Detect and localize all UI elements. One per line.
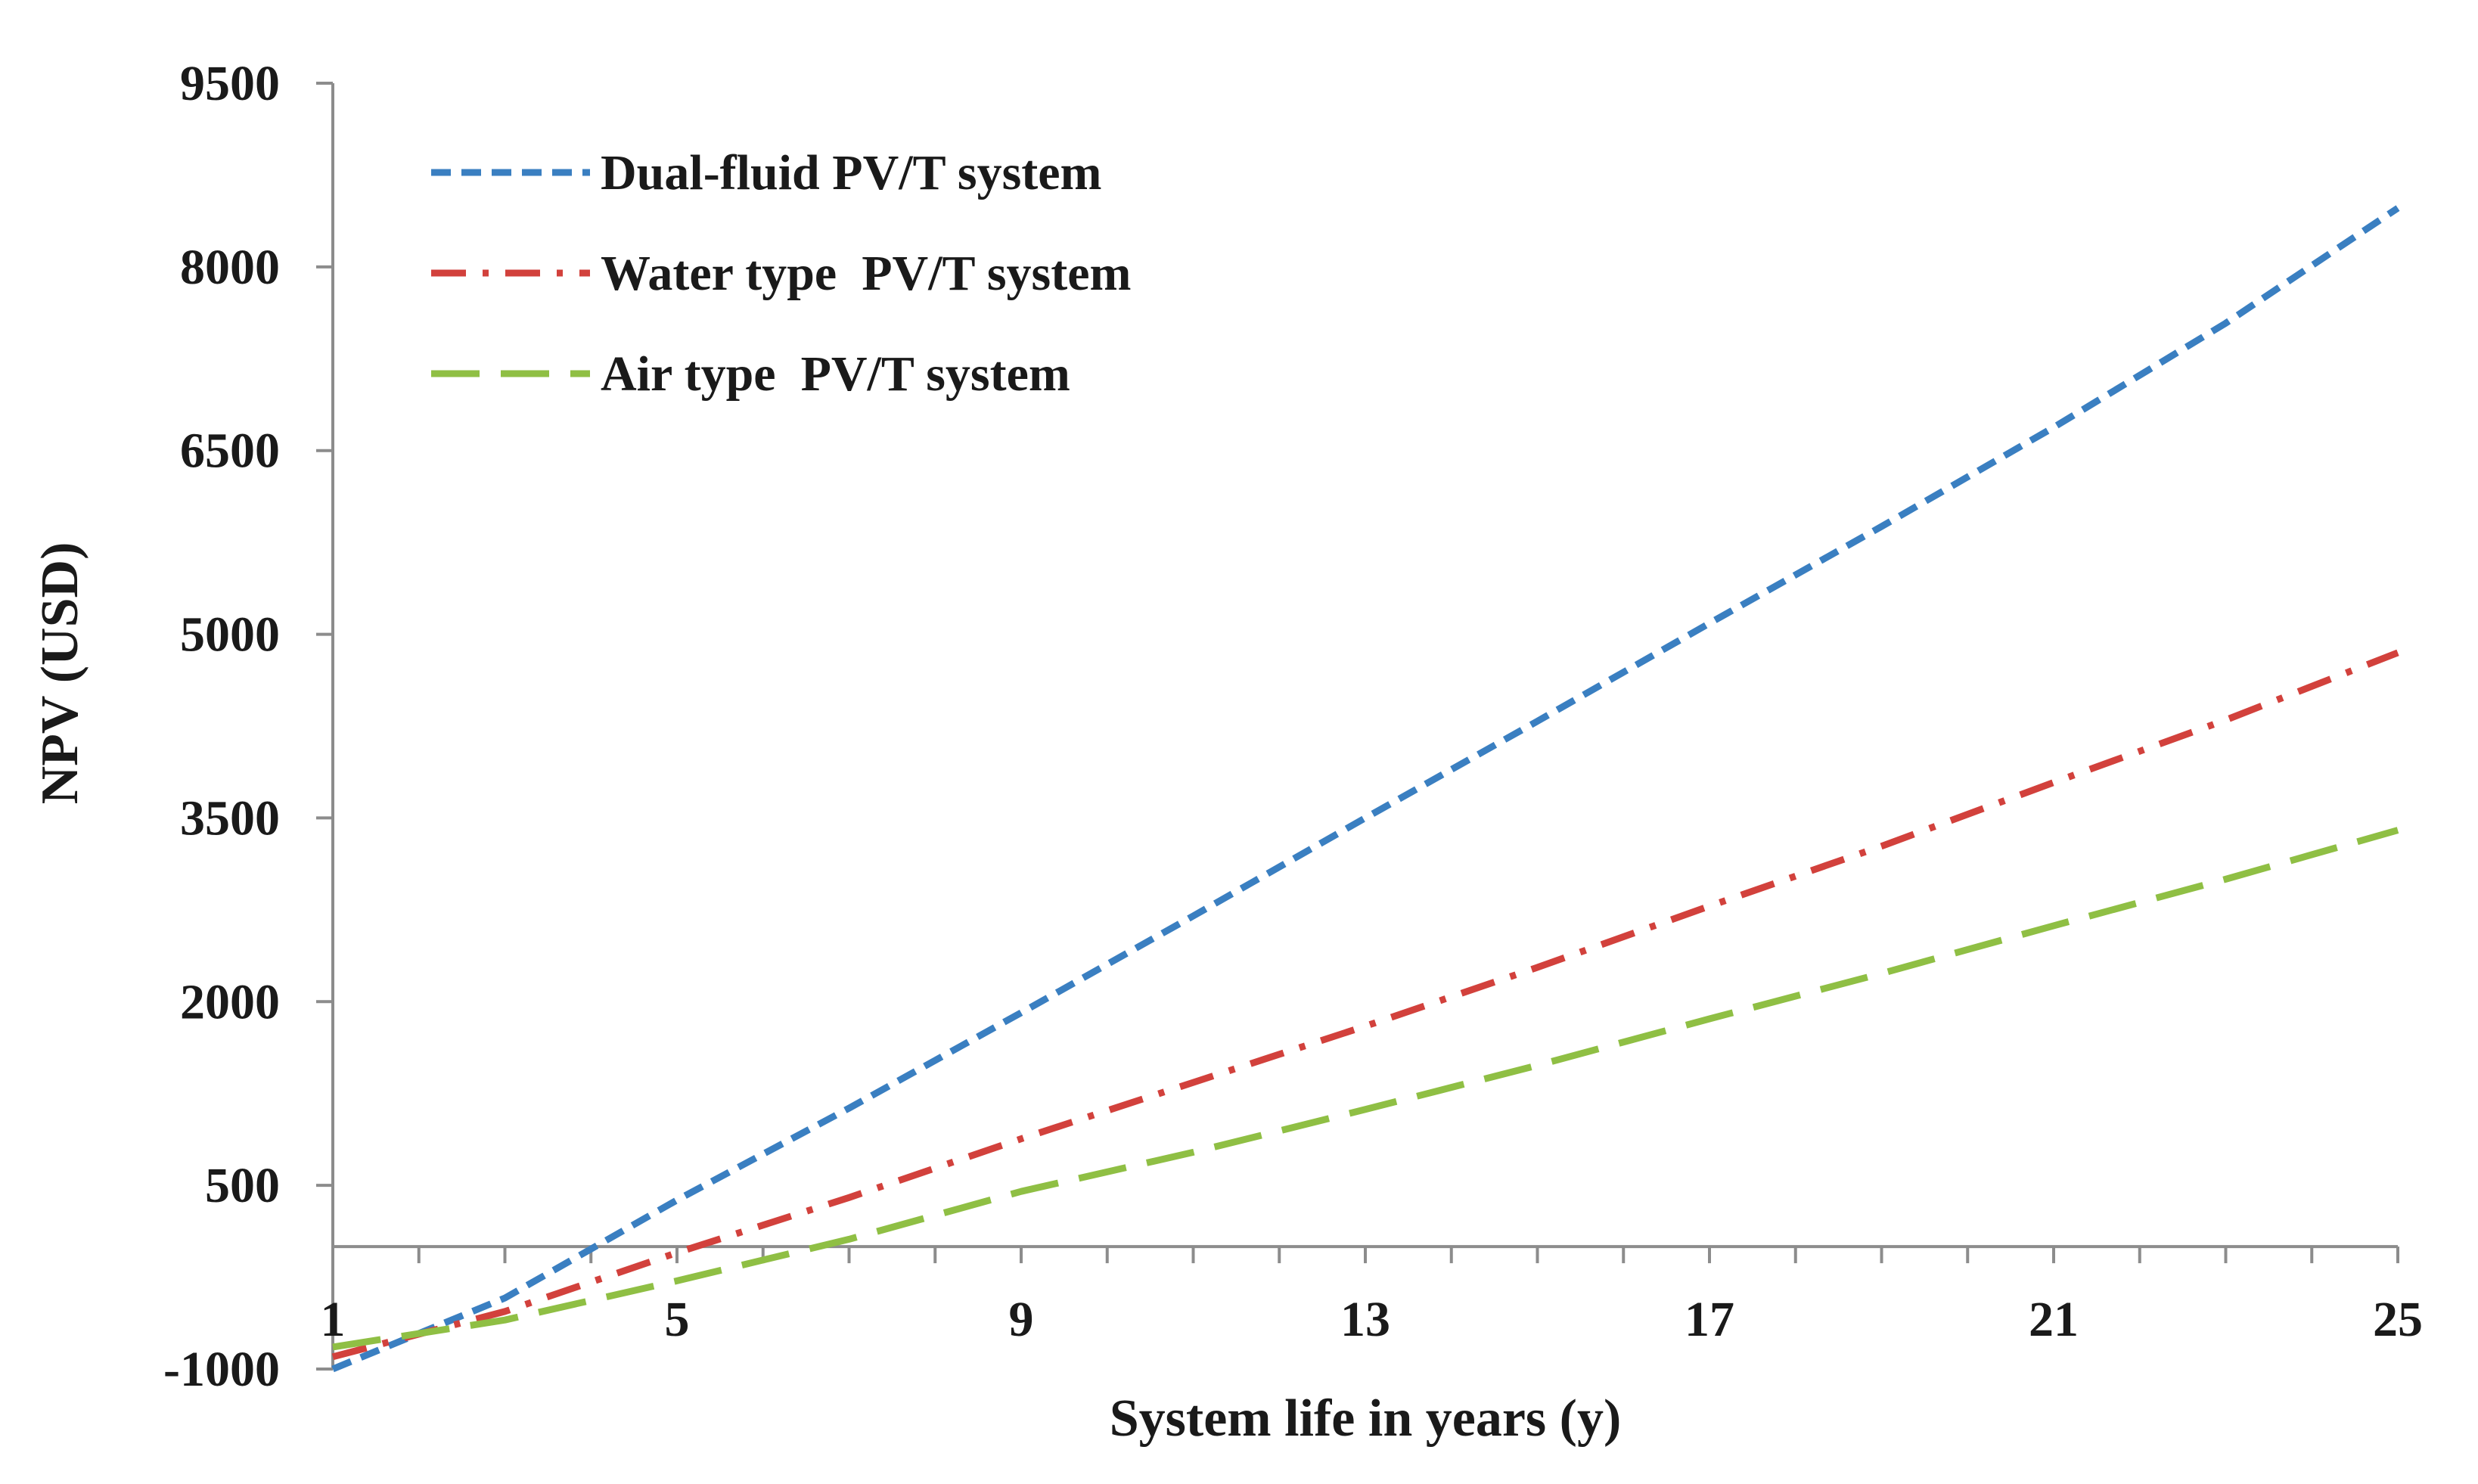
y-tick-label: 6500 bbox=[180, 424, 280, 479]
x-tick-label: 13 bbox=[1340, 1292, 1390, 1347]
x-tick-label: 17 bbox=[1685, 1292, 1734, 1347]
series-line-3 bbox=[332, 827, 2399, 1351]
y-axis-ticks: -1000 500 2000 3500 5000 6500 8000 9500 bbox=[163, 56, 333, 1397]
x-tick-label: 5 bbox=[665, 1292, 690, 1347]
x-axis-ticks: 1 5 9 13 17 21 25 bbox=[321, 1246, 2423, 1347]
x-tick-label: 25 bbox=[2373, 1292, 2423, 1347]
legend: Dual-fluid PV/T system Water type PV/T sy… bbox=[431, 145, 1131, 402]
x-tick-label: 9 bbox=[1009, 1292, 1034, 1347]
legend-label-1: Dual-fluid PV/T system bbox=[601, 145, 1102, 200]
y-tick-label: 500 bbox=[205, 1158, 280, 1213]
y-axis-title: NPV (USD) bbox=[31, 542, 89, 805]
y-tick-label: -1000 bbox=[163, 1342, 280, 1397]
y-tick-label: 8000 bbox=[180, 240, 280, 295]
y-tick-label: 9500 bbox=[180, 56, 280, 111]
y-tick-label: 5000 bbox=[180, 607, 280, 663]
x-tick-label: 1 bbox=[321, 1292, 346, 1347]
y-tick-label: 2000 bbox=[180, 974, 280, 1029]
legend-label-2: Water type PV/T system bbox=[601, 246, 1131, 301]
x-tick-label: 21 bbox=[2029, 1292, 2079, 1347]
legend-label-3: Air type PV/T system bbox=[601, 346, 1070, 402]
series-layer bbox=[331, 205, 2400, 1373]
x-axis-title: System life in years (y) bbox=[1110, 1389, 1622, 1448]
y-tick-label: 3500 bbox=[180, 790, 280, 846]
